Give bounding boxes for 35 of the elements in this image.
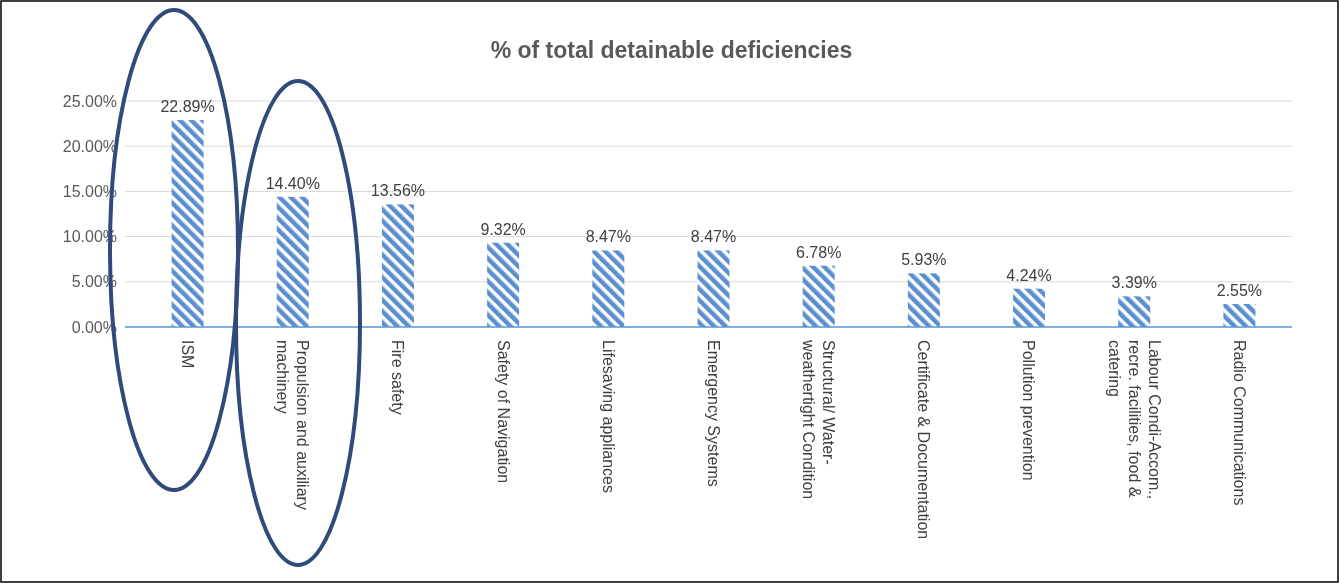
bar bbox=[487, 242, 520, 327]
data-label: 22.89% bbox=[160, 98, 215, 116]
bar bbox=[276, 196, 309, 327]
bar bbox=[1223, 303, 1256, 327]
bar bbox=[802, 265, 835, 327]
x-tick-label: Propulsion and auxiliary machinery bbox=[274, 340, 312, 510]
bar bbox=[907, 273, 940, 327]
bar bbox=[381, 204, 414, 327]
data-label: 8.47% bbox=[585, 228, 632, 246]
x-tick-label: Pollution prevention bbox=[1020, 340, 1038, 481]
chart-title: % of total detainable deficiencies bbox=[490, 37, 853, 63]
bar bbox=[1013, 288, 1046, 327]
x-tick-label: Structural/ Water-weathertight Condition bbox=[800, 339, 838, 500]
data-label: 9.32% bbox=[480, 220, 526, 238]
x-tick-label: Lifesaving appliances bbox=[599, 340, 617, 493]
bar bbox=[171, 120, 204, 327]
bar bbox=[592, 250, 625, 327]
x-tick-label: Emergency Systems bbox=[704, 340, 722, 487]
data-label: 4.24% bbox=[1006, 266, 1052, 284]
x-tick-label: Fire safety bbox=[389, 340, 407, 415]
x-tick-label: ISM bbox=[178, 340, 196, 369]
data-label: 14.40% bbox=[265, 174, 320, 192]
bar bbox=[1118, 296, 1151, 327]
x-tick-label: Certificate & Documentation bbox=[915, 340, 933, 540]
x-tick-label: Labour Condi-Accom., recre. facilities, food & catering bbox=[1105, 340, 1163, 500]
y-tick-label: 25.00% bbox=[62, 92, 117, 110]
bar bbox=[697, 250, 730, 327]
x-tick-label: Safety of Navigation bbox=[494, 340, 512, 484]
data-label: 2.55% bbox=[1216, 281, 1263, 299]
data-label: 5.93% bbox=[901, 251, 947, 269]
x-tick-label: Radio Communications bbox=[1230, 340, 1248, 506]
data-label: 8.47% bbox=[690, 228, 737, 246]
data-label: 13.56% bbox=[370, 182, 426, 200]
data-label: 6.78% bbox=[795, 243, 842, 261]
data-label: 3.39% bbox=[1111, 274, 1157, 292]
